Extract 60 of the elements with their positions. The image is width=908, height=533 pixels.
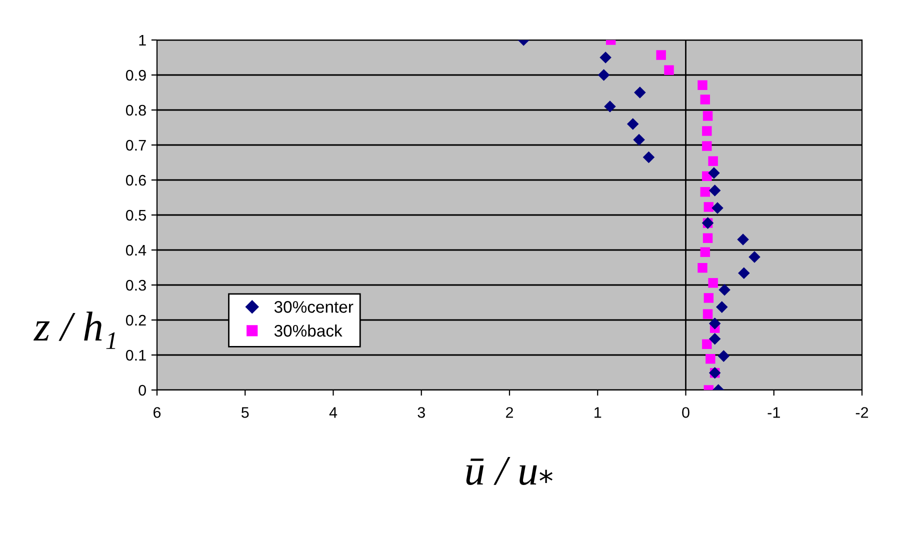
- point: [633, 134, 645, 146]
- point: [748, 251, 760, 263]
- x-tick-label: 0: [682, 407, 690, 418]
- point: [704, 293, 714, 303]
- point: [702, 141, 712, 151]
- point: [702, 339, 712, 350]
- point: [702, 309, 713, 319]
- point: [708, 278, 718, 288]
- x-tick-label: 6: [154, 407, 161, 418]
- y-tick-label: 0.3: [126, 280, 146, 291]
- y-tick-label: 0.5: [126, 210, 146, 221]
- point: [664, 65, 674, 75]
- y-tick-label: 0.4: [126, 244, 146, 256]
- point: [708, 318, 721, 330]
- point: [708, 167, 720, 179]
- x-tick-label: 4: [329, 407, 338, 418]
- point: [642, 151, 655, 164]
- legend-label: 30%center: [274, 301, 354, 313]
- point: [708, 156, 718, 166]
- point: [700, 94, 710, 104]
- y-tick-label: 0: [138, 384, 146, 396]
- point: [698, 262, 708, 273]
- x-tick-label: 5: [241, 407, 249, 418]
- point: [712, 202, 724, 214]
- point: [716, 301, 728, 313]
- y-tick-label: 0.1: [126, 350, 146, 361]
- point: [737, 234, 749, 246]
- y-tick-label: 0.7: [126, 140, 146, 151]
- x-tick-label: -1: [768, 407, 780, 418]
- y-tick-label: 1: [139, 35, 146, 46]
- point: [700, 187, 710, 197]
- point: [708, 333, 721, 345]
- x-tick-label: 3: [418, 407, 425, 418]
- point: [738, 267, 750, 279]
- point: [706, 354, 716, 364]
- point: [698, 80, 708, 90]
- y-tick-label: 0.6: [126, 174, 146, 186]
- x-tick-label: -2: [856, 407, 868, 418]
- point: [718, 350, 730, 362]
- point: [702, 233, 713, 243]
- point: [634, 86, 646, 98]
- point: [626, 118, 639, 130]
- x-tick-label: 1: [594, 407, 602, 418]
- point: [600, 52, 612, 64]
- point: [704, 202, 714, 212]
- y-tick-label: 0.2: [126, 314, 146, 326]
- y-tick-label: 0.9: [126, 70, 146, 81]
- point: [702, 126, 712, 136]
- y-axis-title: z / h₁: [33, 312, 116, 349]
- x-tick-label: 2: [506, 407, 513, 418]
- point: [718, 284, 730, 296]
- point: [702, 111, 713, 121]
- point: [656, 50, 666, 60]
- point: [700, 247, 710, 257]
- point: [604, 100, 616, 112]
- point: [598, 69, 610, 81]
- x-axis-title: ū / u$_{*}$: [466, 457, 552, 485]
- point: [708, 184, 721, 196]
- y-tick-label: 0.8: [126, 104, 146, 116]
- legend-label: 30%back: [274, 324, 342, 337]
